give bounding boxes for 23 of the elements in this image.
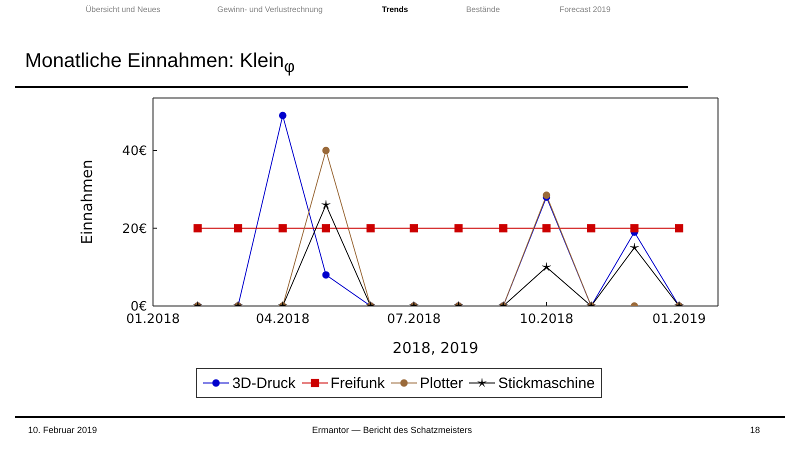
legend-label: 3D-Druck xyxy=(232,374,296,392)
legend-label: Freifunk xyxy=(330,374,385,392)
text: 10. Februar 2019 xyxy=(28,425,98,435)
text: Forecast 2019 xyxy=(559,5,611,14)
text: Ermantor — Bericht des Schatzmeisters xyxy=(312,425,472,435)
chart-title: Monatliche Einnahmen: Klein$_{φ}$ xyxy=(25,50,295,77)
legend-label: Plotter xyxy=(420,374,464,392)
x-axis-title: 2018, 2019 xyxy=(392,339,478,358)
x-tick-label: 07.2018 xyxy=(386,312,441,328)
text: Gewinn- und Verlustrechnung xyxy=(217,5,323,14)
x-tick-label: 01.2018 xyxy=(126,312,180,328)
text: Trends xyxy=(382,5,408,14)
y-axis-title: Einnahmen xyxy=(78,160,96,244)
text: 18 xyxy=(750,425,760,435)
legend-label: Stickmaschine xyxy=(498,374,595,392)
x-tick-label: 01.2019 xyxy=(652,312,706,328)
text: Übersicht und Neues xyxy=(86,5,160,14)
y-tick-label: 20€ xyxy=(122,222,147,237)
text: Bestände xyxy=(466,5,500,14)
x-tick-label: 04.2018 xyxy=(256,312,310,328)
y-tick-label: 40€ xyxy=(122,144,147,160)
x-tick-label: 10.2018 xyxy=(520,312,574,328)
y-tick-label: 0€ xyxy=(130,300,147,315)
